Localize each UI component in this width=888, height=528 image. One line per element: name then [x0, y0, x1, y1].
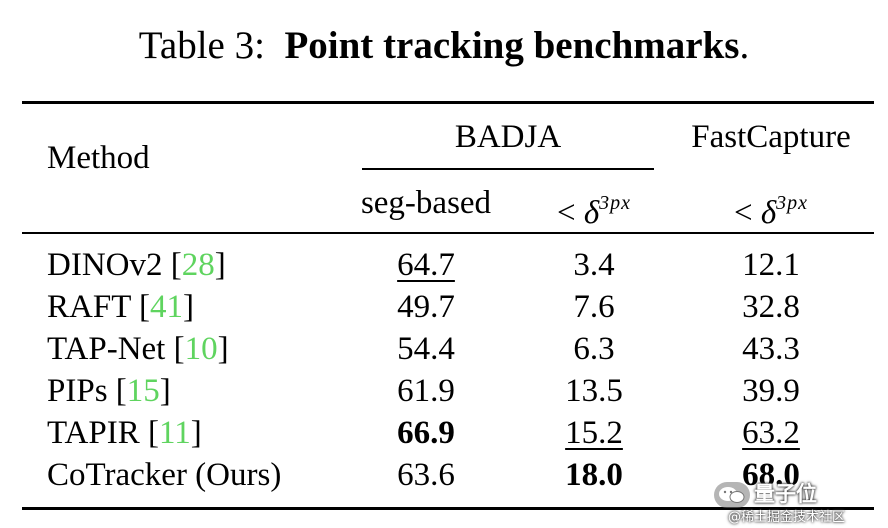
delta-superscript: 3px [599, 192, 632, 214]
cell-badja-delta: 3.4 [573, 247, 615, 283]
citation-close: ] [217, 331, 229, 367]
cell-fastcapture-delta: 12.1 [742, 247, 800, 283]
citation-close: ] [183, 289, 194, 325]
header-fastcapture-delta: < δ3px [734, 183, 808, 233]
header-badja-delta: < δ3px [557, 183, 631, 233]
caption-prefix: Table 3: [138, 24, 265, 67]
cell-badja-delta: 15.2 [565, 415, 623, 451]
citation-link[interactable]: 15 [126, 373, 160, 409]
table-caption: Table 3: Point tracking benchmarks. [0, 22, 888, 70]
method-name: CoTracker (Ours) [47, 457, 282, 493]
header-group-badja: BADJA [454, 119, 562, 155]
row-method: PIPs [15] [47, 371, 171, 411]
cell-fastcapture-delta: 68.0 [742, 457, 800, 493]
header-method: Method [47, 140, 150, 176]
bottom-rule [22, 507, 874, 510]
lt-symbol: < [733, 195, 753, 231]
cell-fastcapture-delta: 32.8 [742, 289, 800, 325]
cell-seg-based: 63.6 [397, 457, 455, 493]
row-method: DINOv2 [28] [47, 245, 226, 285]
wechat-icon [714, 482, 750, 508]
citation-close: ] [190, 415, 202, 451]
watermark-sub: @稀土掘金技术社区 [728, 510, 846, 525]
row-method: TAPIR [11] [47, 413, 202, 453]
citation-link[interactable]: 28 [181, 247, 215, 283]
citation-link[interactable]: 11 [158, 415, 191, 451]
cell-badja-delta: 18.0 [565, 457, 623, 493]
cell-fastcapture-delta: 43.3 [742, 331, 800, 367]
cell-seg-based: 61.9 [397, 373, 455, 409]
row-method: CoTracker (Ours) [47, 455, 281, 495]
cell-fastcapture-delta: 63.2 [742, 415, 800, 451]
top-rule [22, 101, 874, 104]
caption-title: Point tracking benchmarks [284, 24, 740, 67]
method-name: TAPIR [ [47, 415, 159, 451]
cell-badja-delta: 6.3 [573, 331, 615, 367]
lt-symbol: < [556, 195, 576, 231]
cell-seg-based: 64.7 [397, 247, 455, 283]
watermark: 量子位 @稀土掘金技术社区 [714, 478, 884, 526]
mid-rule [22, 232, 874, 234]
cell-fastcapture-delta: 39.9 [742, 373, 800, 409]
watermark-name: 量子位 [754, 482, 817, 506]
method-name: TAP-Net [ [47, 331, 185, 367]
citation-close: ] [159, 373, 171, 409]
citation-link[interactable]: 10 [184, 331, 218, 367]
cell-seg-based: 66.9 [397, 415, 455, 451]
citation-close: ] [214, 247, 226, 283]
delta-symbol: δ [760, 195, 777, 231]
header-seg-based: seg-based [360, 185, 492, 221]
badja-cmidrule [362, 168, 654, 170]
citation-link[interactable]: 41 [150, 289, 183, 325]
method-name: RAFT [ [47, 289, 150, 325]
row-method: TAP-Net [10] [47, 329, 229, 369]
row-method: RAFT [41] [47, 287, 194, 327]
cell-badja-delta: 13.5 [565, 373, 623, 409]
method-name: PIPs [ [47, 373, 127, 409]
cell-seg-based: 49.7 [397, 289, 455, 325]
header-group-fastcapture: FastCapture [691, 119, 851, 155]
delta-superscript: 3px [776, 192, 809, 214]
delta-symbol: δ [583, 195, 600, 231]
method-name: DINOv2 [ [47, 247, 182, 283]
caption-suffix: . [739, 24, 750, 67]
cell-seg-based: 54.4 [397, 331, 455, 367]
cell-badja-delta: 7.6 [573, 289, 615, 325]
